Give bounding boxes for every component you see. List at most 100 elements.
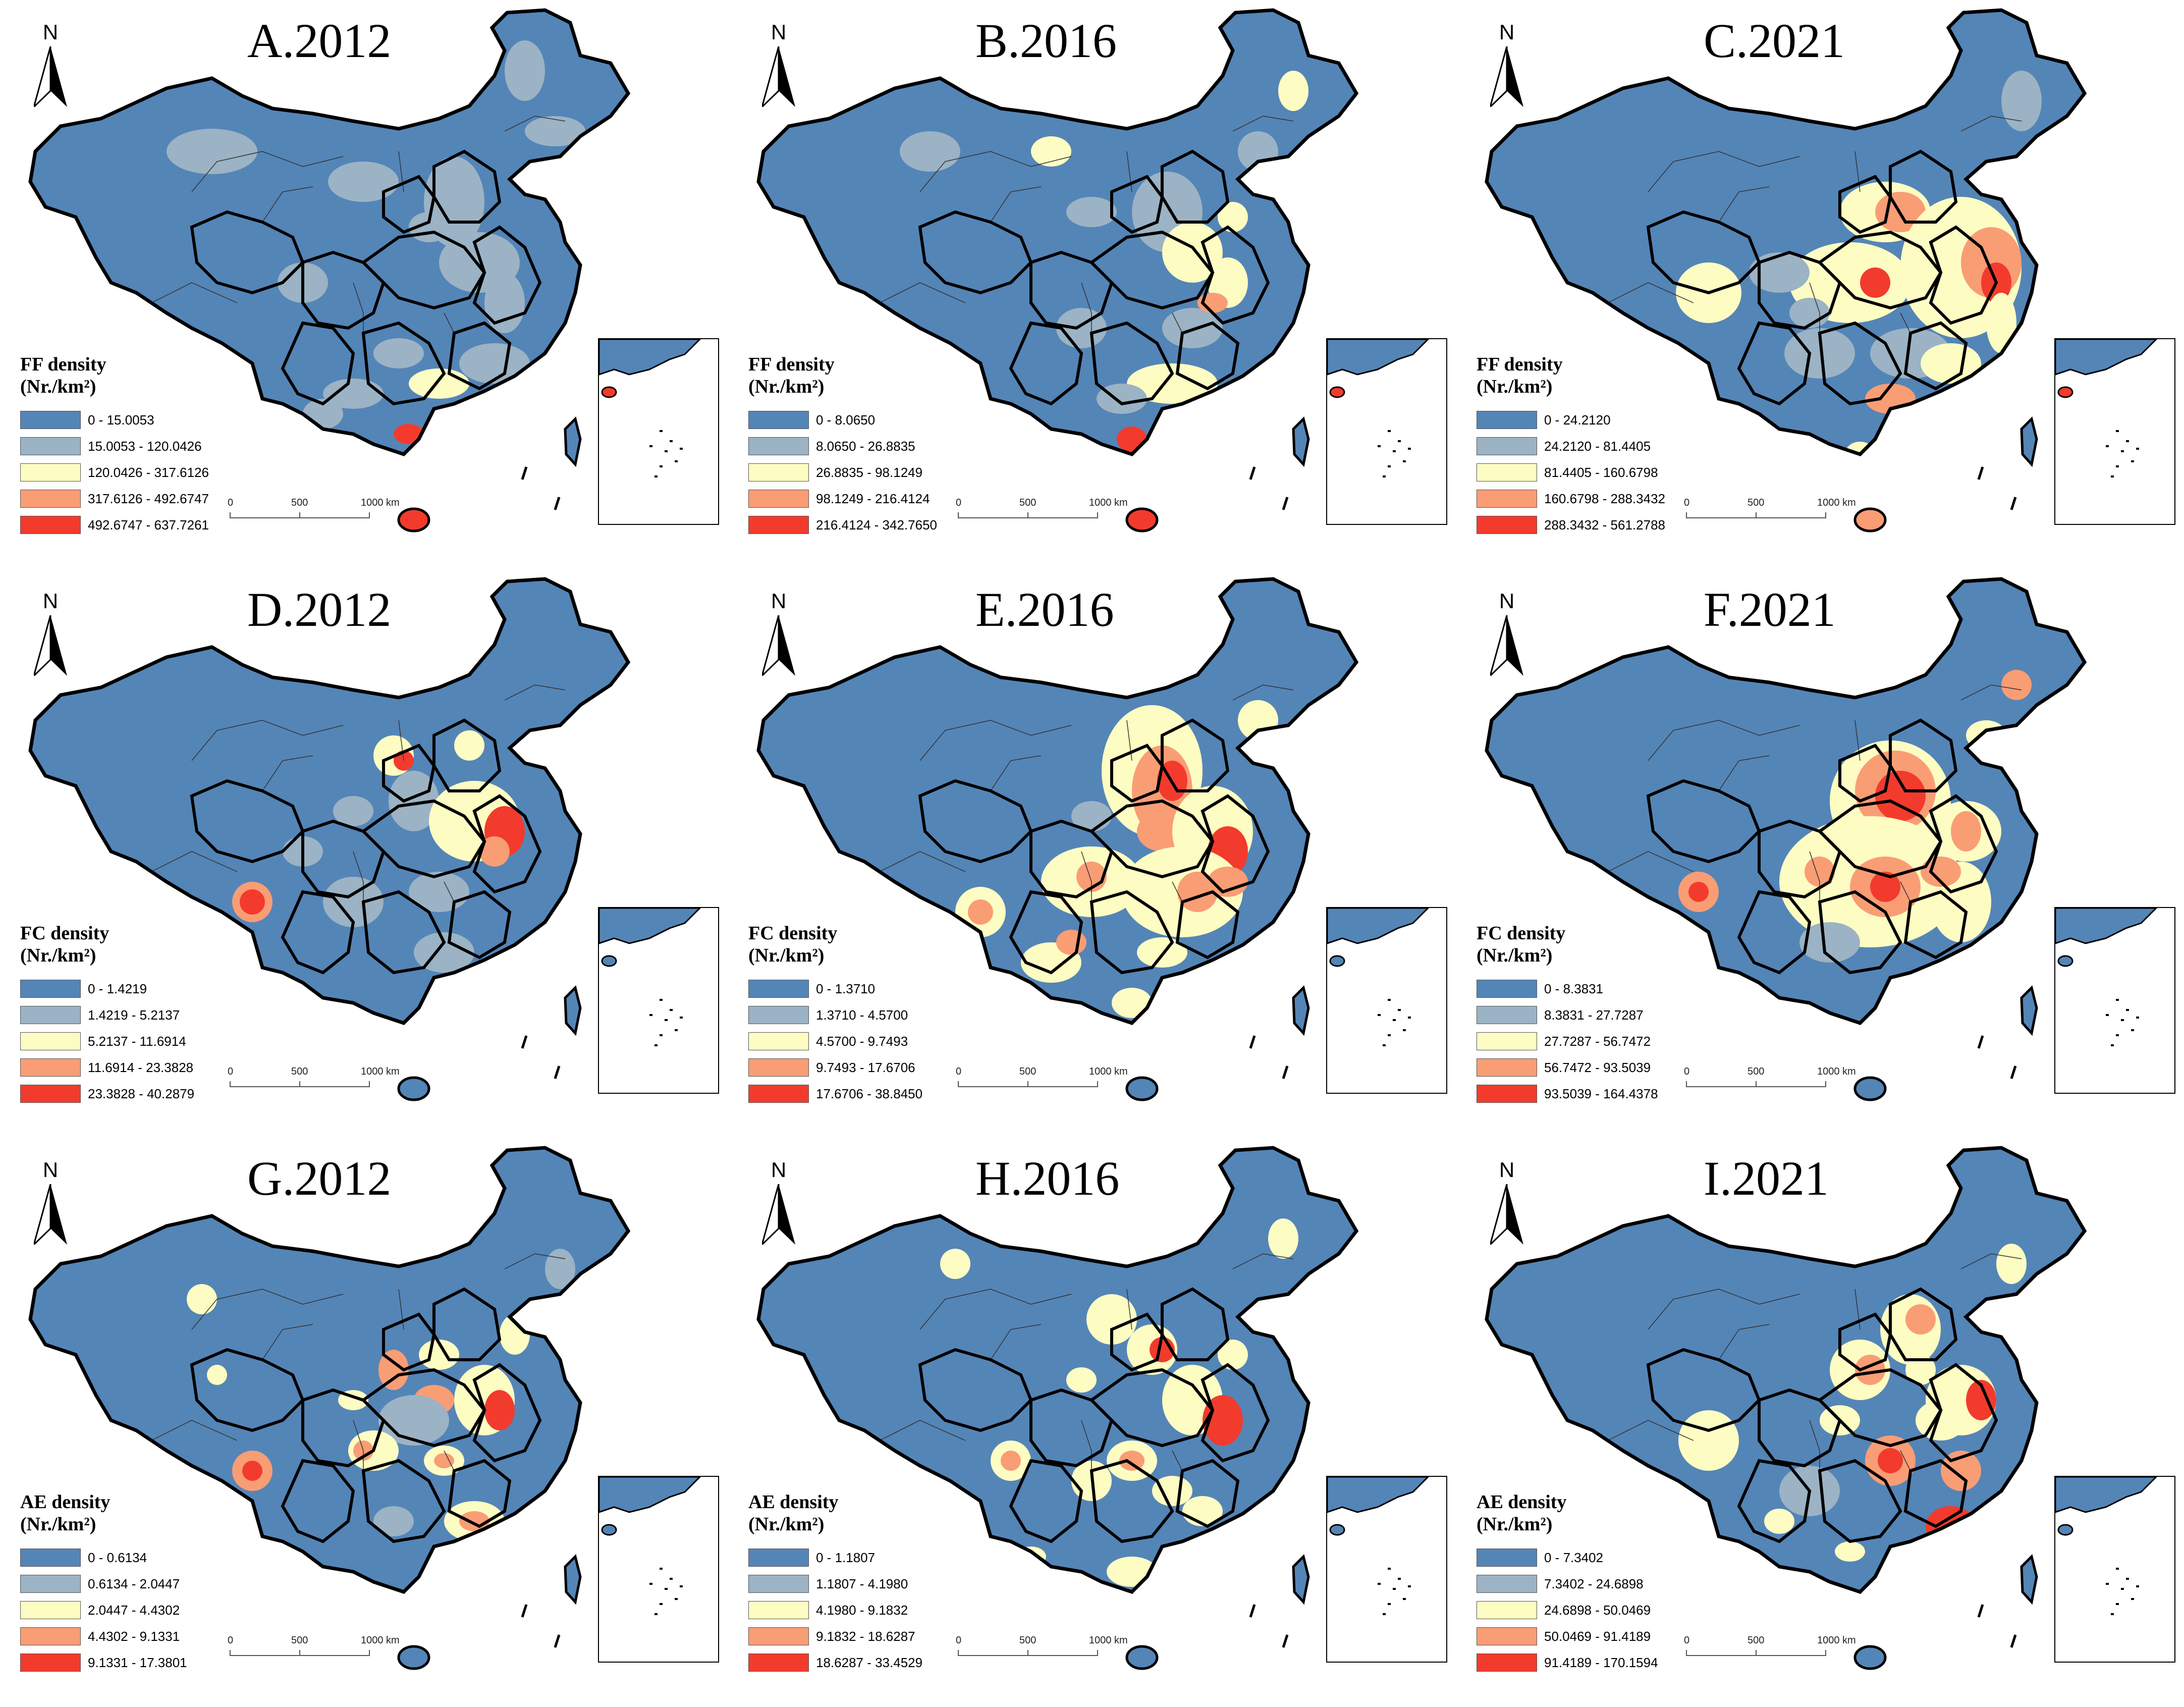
province-border: [1648, 720, 1800, 761]
region-border: [447, 1459, 512, 1528]
legend-swatch: [748, 516, 809, 534]
north-arrow-icon: [1490, 615, 1523, 676]
province-border: [1081, 851, 1092, 902]
scale-bar: 0 500 1000 km: [956, 497, 1128, 527]
density-hotspot: [968, 899, 993, 925]
china-outline: [758, 1148, 1356, 1592]
density-hotspot: [1238, 131, 1278, 172]
scale-label: 500: [291, 497, 308, 508]
legend-swatch: [1477, 516, 1537, 534]
legend-range: 5.2137 - 11.6914: [88, 1033, 186, 1049]
south-china-sea-inset: [1326, 1476, 1447, 1663]
panel-title: B.2016: [975, 14, 1117, 68]
legend-range: 4.5700 - 9.7493: [816, 1033, 908, 1049]
province-border: [919, 151, 1072, 192]
scale-bar: 0 500 1000 km: [1684, 497, 1856, 527]
region-border: [301, 819, 386, 899]
legend-item: 56.7472 - 93.5039: [1477, 1054, 1739, 1081]
province-border: [191, 1289, 344, 1330]
region-border: [1903, 321, 1968, 391]
density-hotspot: [333, 796, 373, 826]
scale-label: 0: [228, 497, 234, 508]
legend-swatch: [748, 1058, 809, 1077]
region-border: [1818, 1459, 1902, 1543]
legend-item: 2.0447 - 4.4302: [20, 1597, 283, 1623]
legend-swatch: [748, 1575, 809, 1593]
hainan-island: [1853, 1645, 1887, 1670]
legend-range: 56.7472 - 93.5039: [1544, 1059, 1651, 1075]
north-arrow-icon: [762, 1184, 795, 1245]
island-mark: [554, 1065, 561, 1079]
density-hotspot: [484, 273, 525, 333]
region-border: [1200, 1363, 1270, 1463]
hainan-island: [1125, 1076, 1159, 1101]
legend-range: 81.4405 - 160.6798: [1544, 464, 1658, 480]
north-label: N: [42, 1158, 59, 1182]
density-hotspot: [525, 116, 585, 146]
legend-swatch: [1477, 1601, 1537, 1619]
density-map: [756, 8, 1359, 532]
legend-swatch: [748, 1653, 809, 1672]
legend-unit: (Nr./km²): [1477, 376, 1553, 397]
region-border: [918, 210, 1033, 295]
province-border: [1718, 186, 1770, 223]
density-hotspot: [1218, 1340, 1248, 1370]
legend-item: 9.1832 - 18.6287: [748, 1623, 1011, 1649]
hainan-island: [397, 1076, 430, 1101]
province-border: [990, 1324, 1042, 1360]
south-china-sea-inset: [598, 907, 719, 1094]
legend-item: 216.4124 - 342.7650: [748, 512, 1011, 538]
density-hotspot: [1086, 1294, 1137, 1345]
region-border: [1737, 890, 1812, 975]
legend-range: 8.3831 - 27.7287: [1544, 1007, 1644, 1023]
legend-item: 1.4219 - 5.2137: [20, 1002, 283, 1028]
legend-item: 0 - 1.1807: [748, 1544, 1011, 1571]
density-hotspot: [1031, 136, 1071, 167]
north-arrow: N: [756, 20, 801, 111]
density-hotspot: [2001, 71, 2042, 131]
china-outline: [30, 1148, 628, 1592]
density-hotspot: [240, 889, 265, 915]
china-outline: [30, 10, 628, 454]
region-border: [1838, 175, 1892, 234]
hainan-island: [1125, 1645, 1159, 1670]
scale-label: 1000 km: [1817, 497, 1856, 508]
province-border: [919, 720, 1072, 761]
panel-title: G.2012: [247, 1151, 392, 1205]
province-border: [879, 851, 966, 872]
scale-label: 0: [1684, 497, 1690, 508]
density-hotspot: [484, 1390, 515, 1430]
north-arrow-icon: [762, 615, 795, 676]
hainan-island: [1853, 1076, 1887, 1101]
north-arrow: N: [756, 589, 801, 680]
region-border: [1200, 225, 1270, 325]
legend: AE density (Nr./km²) 0 - 7.3402 7.3402 - 24…: [1477, 1491, 1739, 1676]
taiwan-island: [1292, 985, 1310, 1036]
region-border: [472, 225, 542, 325]
density-map: [28, 1146, 631, 1670]
legend-swatch: [748, 411, 809, 429]
region-border: [1089, 321, 1174, 406]
taiwan-island: [2020, 985, 2038, 1036]
legend-item: 98.1249 - 216.4124: [748, 486, 1011, 512]
national-border: [756, 1146, 1359, 1594]
island-mark: [554, 497, 561, 510]
legend-unit: (Nr./km²): [20, 1514, 96, 1535]
north-arrow-icon: [34, 615, 67, 676]
island-mark: [1977, 1604, 1984, 1618]
region-border: [1889, 718, 1958, 792]
legend: FF density (Nr./km²) 0 - 8.0650 8.0650 - 26…: [748, 353, 1011, 538]
region-border: [1175, 890, 1240, 959]
region-border: [1903, 1459, 1968, 1528]
legend-swatch: [20, 980, 81, 998]
legend-range: 2.0447 - 4.4302: [88, 1602, 180, 1618]
region-border: [432, 718, 502, 792]
region-border: [1929, 225, 1998, 325]
density-map: [28, 577, 631, 1101]
scale-label: 1000 km: [361, 1066, 400, 1077]
legend-range: 0 - 1.1807: [816, 1550, 876, 1565]
province-border: [504, 116, 566, 132]
legend-range: 1.3710 - 4.5700: [816, 1007, 908, 1023]
density-hotspot: [1119, 1451, 1144, 1471]
scale-bar: 0 500 1000 km: [228, 497, 400, 527]
